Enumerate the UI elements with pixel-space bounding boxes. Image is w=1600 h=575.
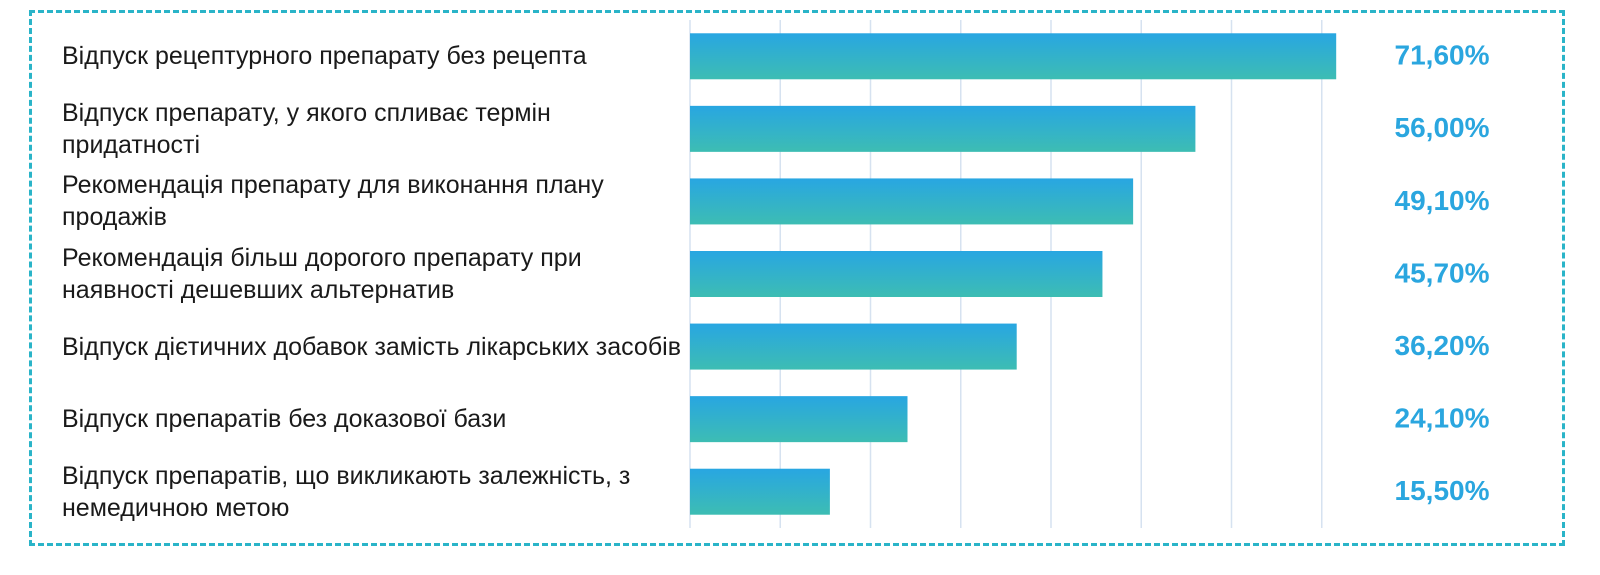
bar [690, 251, 1103, 297]
category-label: Відпуск препаратів, що викликають залежн… [62, 461, 631, 522]
bar [690, 33, 1337, 80]
value-label: 15,50% [1395, 475, 1490, 506]
bar [690, 178, 1134, 225]
category-label: Відпуск дієтичних добавок замість лікарс… [62, 332, 681, 361]
value-label: 71,60% [1395, 40, 1490, 71]
category-label: Рекомендація більш дорогого препарату пр… [62, 244, 582, 304]
bar [690, 323, 1017, 370]
category-label: Відпуск рецептурного препарату без рецеп… [62, 42, 587, 71]
value-label: 24,10% [1395, 403, 1490, 434]
value-label: 49,10% [1395, 185, 1490, 216]
value-label: 56,00% [1395, 112, 1490, 143]
category-label: Відпуск препарату, у якого спливає термі… [62, 98, 551, 159]
category-label: Відпуск препаратів без доказової бази [62, 405, 507, 434]
dashed-frame [29, 10, 1565, 546]
bar [690, 105, 1196, 152]
category-label: Рекомендація препарату для виконання пла… [62, 171, 604, 232]
bar [690, 396, 908, 443]
bar [690, 468, 830, 515]
value-label: 36,20% [1395, 330, 1490, 361]
value-label: 45,70% [1395, 257, 1490, 288]
